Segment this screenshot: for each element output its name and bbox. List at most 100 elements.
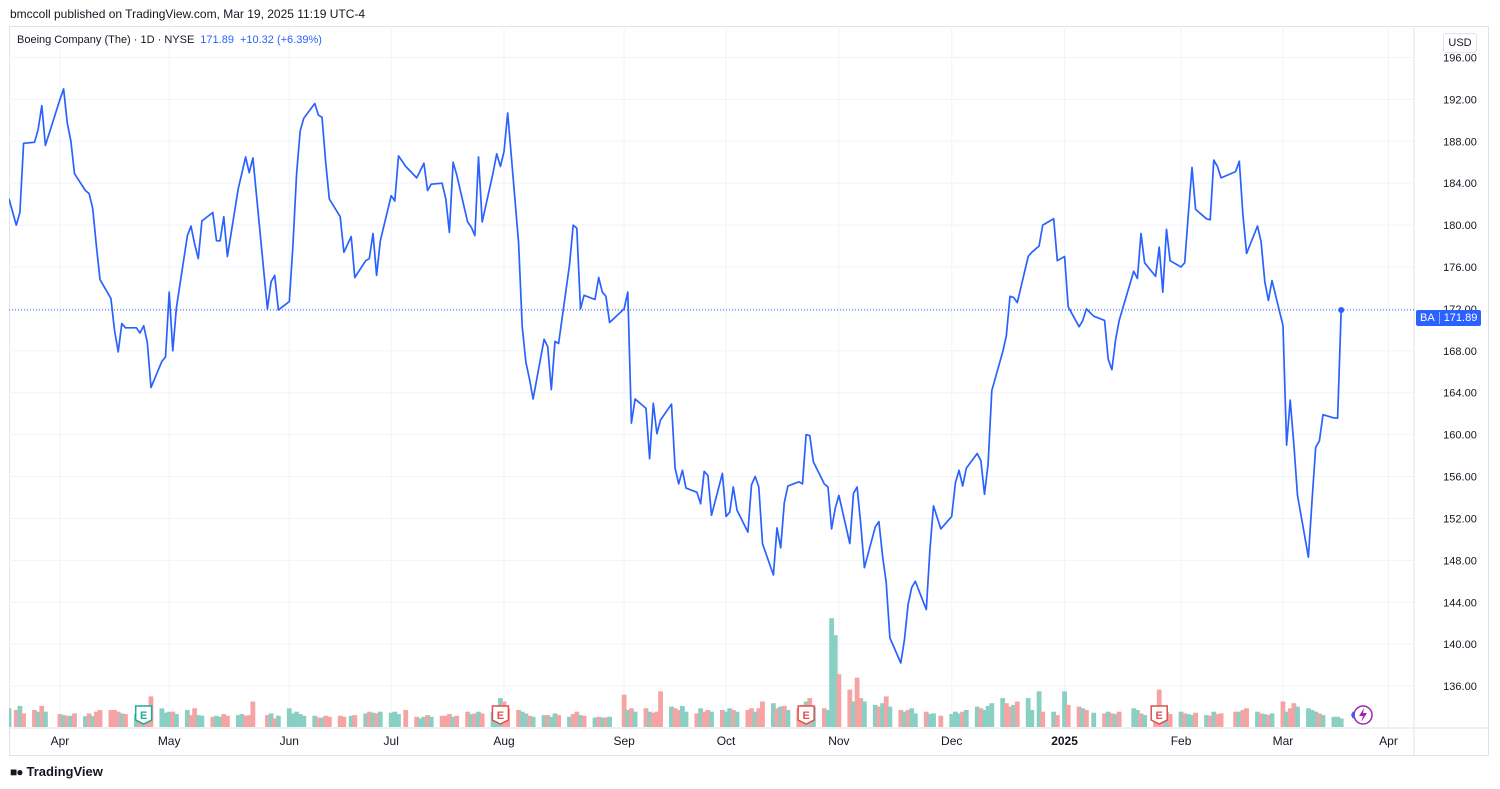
volume-bar bbox=[166, 711, 172, 727]
currency-button[interactable]: USD bbox=[1443, 33, 1477, 53]
volume-bar bbox=[519, 711, 525, 727]
volume-bar bbox=[774, 708, 780, 727]
volume-bar bbox=[1167, 714, 1173, 727]
legend-symbol[interactable]: Boeing Company (The) · 1D · NYSE bbox=[17, 34, 195, 46]
volume-bar bbox=[97, 710, 103, 727]
volume-bar bbox=[1091, 712, 1097, 727]
y-tick-label: 136.00 bbox=[1443, 681, 1477, 693]
volume-bar bbox=[374, 713, 380, 727]
volume-bar bbox=[268, 713, 274, 727]
volume-bar bbox=[952, 711, 958, 727]
volume-bar bbox=[286, 708, 292, 727]
volume-bar bbox=[472, 713, 478, 727]
volume-bar bbox=[476, 711, 481, 727]
volume-bar bbox=[312, 715, 318, 727]
x-tick-label: Apr bbox=[51, 734, 70, 748]
volume-bar bbox=[581, 715, 587, 727]
earnings-marker-shape bbox=[797, 705, 815, 725]
volume-bar bbox=[1258, 713, 1264, 727]
volume-bar bbox=[978, 708, 984, 727]
volume-bar bbox=[1207, 715, 1213, 727]
volume-bar bbox=[523, 713, 529, 727]
volume-bar bbox=[42, 711, 48, 727]
volume-bar bbox=[570, 714, 576, 727]
volume-bar bbox=[1287, 708, 1293, 727]
volume-bar bbox=[352, 715, 358, 727]
earnings-marker[interactable]: E bbox=[1150, 705, 1168, 725]
volume-bar bbox=[72, 713, 77, 727]
y-tick-label: 144.00 bbox=[1443, 597, 1477, 609]
volume-bar bbox=[963, 710, 969, 727]
x-tick-label: Feb bbox=[1171, 734, 1192, 748]
volume-bar bbox=[217, 716, 223, 727]
volume-bar bbox=[1309, 710, 1315, 727]
volume-bar bbox=[1113, 714, 1118, 727]
volume-bar bbox=[1040, 711, 1046, 727]
earnings-marker[interactable]: E bbox=[797, 705, 815, 725]
volume-bar bbox=[265, 715, 270, 727]
volume-bar bbox=[949, 714, 955, 727]
tradingview-logo[interactable]: ■● TradingView bbox=[10, 764, 103, 779]
volume-bar bbox=[366, 711, 372, 727]
volume-bar bbox=[723, 711, 729, 727]
y-tick-label: 180.00 bbox=[1443, 220, 1477, 232]
volume-bar bbox=[1051, 711, 1057, 727]
volume-bar bbox=[1240, 710, 1246, 727]
volume-bar bbox=[195, 715, 201, 727]
volume-bar bbox=[567, 716, 572, 727]
volume-bar bbox=[447, 714, 452, 727]
price-chart[interactable]: 136.00 140.00 144.00 148.00 152.00 156.00 160.… bbox=[9, 26, 1489, 756]
volume-bar bbox=[629, 708, 634, 727]
volume-bar bbox=[909, 708, 915, 727]
x-tick-label: Aug bbox=[493, 734, 514, 748]
volume-bar bbox=[443, 715, 449, 727]
chart-legend: Boeing Company (The) · 1D · NYSE 171.89 … bbox=[17, 34, 322, 46]
volume-bar bbox=[21, 713, 26, 727]
volume-bar bbox=[1134, 710, 1140, 727]
volume-bar bbox=[720, 710, 725, 727]
volume-bar bbox=[112, 710, 117, 727]
volume-bar bbox=[468, 714, 474, 727]
volume-bar bbox=[235, 715, 241, 727]
volume-bar bbox=[752, 711, 758, 727]
volume-bar bbox=[956, 713, 962, 727]
volume-bar bbox=[1131, 708, 1137, 727]
volume-bar bbox=[1316, 713, 1322, 727]
volume-bar bbox=[370, 712, 376, 727]
volume-bar bbox=[1306, 708, 1311, 727]
earnings-marker-shape bbox=[134, 705, 153, 725]
volume-bar bbox=[701, 711, 707, 727]
volume-bar bbox=[683, 711, 689, 727]
earnings-marker-shape bbox=[491, 705, 510, 725]
volume-bar bbox=[887, 706, 893, 727]
volume-bar bbox=[832, 635, 838, 727]
volume-bar bbox=[272, 718, 278, 727]
volume-bar bbox=[785, 710, 791, 727]
volume-bar bbox=[530, 716, 536, 727]
volume-bar bbox=[428, 716, 434, 727]
volume-bar bbox=[348, 715, 354, 727]
y-tick-label: 160.00 bbox=[1443, 430, 1477, 442]
volume-bar bbox=[698, 708, 703, 727]
tradingview-logo-icon: ■● bbox=[10, 764, 23, 779]
volume-bar bbox=[159, 708, 165, 727]
volume-bar bbox=[1014, 701, 1020, 727]
earnings-marker-label: E bbox=[802, 710, 809, 722]
x-tick-label: May bbox=[158, 734, 181, 748]
volume-bar bbox=[1320, 715, 1326, 727]
volume-bar bbox=[552, 713, 558, 727]
volume-bar bbox=[905, 710, 911, 727]
earnings-marker[interactable]: E bbox=[134, 705, 153, 725]
volume-bar bbox=[57, 714, 63, 727]
volume-bar bbox=[1266, 715, 1271, 727]
volume-bar bbox=[396, 714, 401, 727]
volume-bar bbox=[174, 714, 179, 727]
volume-bar bbox=[1102, 713, 1108, 727]
volume-bar bbox=[858, 698, 864, 727]
volume-bar bbox=[1185, 714, 1191, 727]
earnings-marker[interactable]: E bbox=[491, 705, 510, 725]
x-tick-label: Jul bbox=[384, 734, 399, 748]
chart-frame bbox=[9, 26, 1489, 756]
volume-bar bbox=[224, 715, 230, 727]
volume-bar bbox=[781, 705, 787, 727]
